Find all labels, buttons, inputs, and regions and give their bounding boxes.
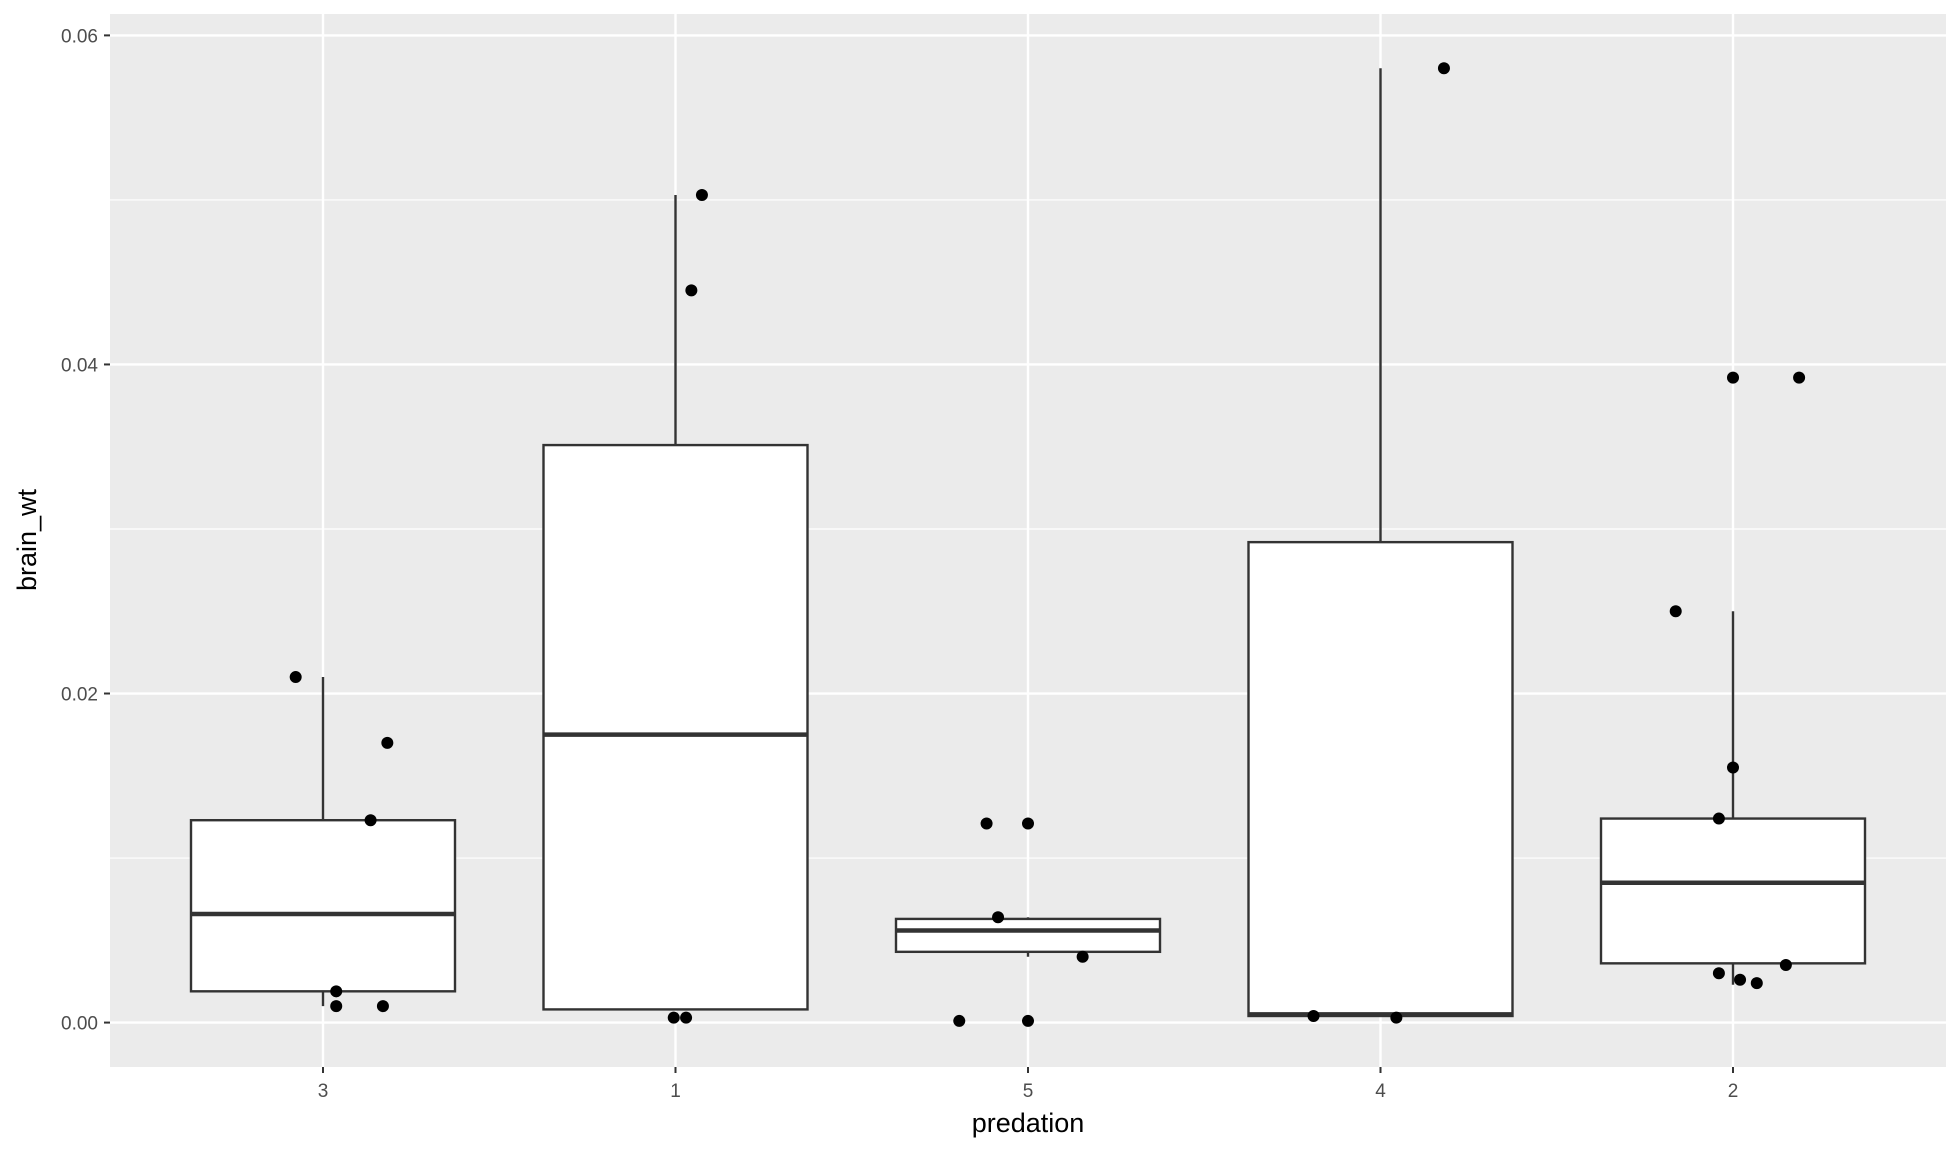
data-point [1712, 967, 1725, 980]
data-point [1437, 62, 1450, 75]
data-point [1793, 371, 1806, 384]
data-point [992, 911, 1005, 924]
box-body [894, 917, 1162, 954]
data-point [1779, 958, 1792, 971]
y-tick-label: 0.02 [61, 685, 98, 706]
data-point [364, 814, 377, 827]
box-body [542, 443, 809, 1011]
data-point [1727, 761, 1739, 774]
y-tick-label: 0.04 [61, 355, 98, 376]
data-point [376, 1000, 389, 1013]
data-point [1022, 1014, 1034, 1027]
data-point [953, 1014, 966, 1027]
data-point [289, 671, 302, 684]
x-axis: 3 1 5 4 2 [318, 1067, 1739, 1102]
data-point [1022, 817, 1034, 830]
box-body [189, 819, 457, 993]
data-point [1750, 977, 1763, 990]
x-tick-label: 1 [670, 1081, 681, 1102]
box-2 [1599, 611, 1867, 985]
box-body [1599, 817, 1867, 965]
data-point [695, 188, 708, 201]
data-point [1734, 973, 1747, 986]
points-layer [289, 62, 1806, 1027]
x-tick-label: 5 [1023, 1081, 1034, 1102]
data-point [330, 985, 343, 998]
data-point [980, 817, 993, 830]
x-tick-label: 2 [1728, 1081, 1739, 1102]
data-point [1712, 812, 1725, 825]
data-point [1307, 1009, 1320, 1022]
data-point [685, 284, 698, 297]
data-point [667, 1011, 680, 1024]
y-tick-label: 0.06 [61, 26, 98, 47]
box-body [1247, 540, 1514, 1018]
data-point [680, 1011, 693, 1024]
boxes-layer [189, 68, 1867, 1018]
data-point [1669, 605, 1682, 618]
data-point [1390, 1011, 1403, 1024]
data-point [1076, 950, 1089, 963]
box-5 [894, 917, 1162, 957]
data-point [330, 1000, 343, 1013]
box-4 [1247, 68, 1514, 1018]
y-axis: 0.00 0.02 0.04 0.06 [61, 26, 110, 1035]
data-point [381, 736, 394, 749]
box-3 [189, 677, 457, 1007]
x-axis-title: predation [972, 1108, 1085, 1138]
x-tick-label: 3 [318, 1081, 329, 1102]
y-axis-title: brain_wt [12, 488, 42, 591]
x-tick-label: 4 [1375, 1081, 1386, 1102]
box-1 [542, 194, 809, 1011]
data-point [1727, 371, 1739, 384]
y-tick-label: 0.00 [61, 1014, 98, 1035]
